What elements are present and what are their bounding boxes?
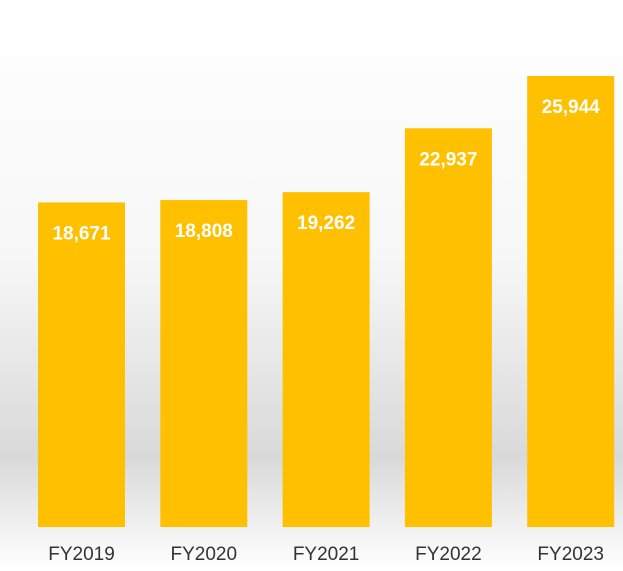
x-tick-label: FY2020	[171, 544, 238, 565]
value-label: 19,262	[297, 213, 355, 234]
x-tick-label: FY2019	[48, 544, 115, 565]
value-label: 25,944	[542, 97, 601, 118]
value-label: 18,671	[52, 223, 111, 244]
bar	[160, 200, 248, 528]
bar	[38, 202, 125, 527]
x-tick-label: FY2021	[293, 544, 360, 565]
x-tick-label: FY2022	[415, 544, 482, 565]
value-label: 18,808	[175, 221, 233, 242]
bar	[404, 128, 492, 528]
bar	[282, 192, 370, 528]
value-label: 22,937	[419, 149, 477, 170]
x-tick-label: FY2023	[537, 544, 604, 565]
bar	[527, 76, 615, 527]
